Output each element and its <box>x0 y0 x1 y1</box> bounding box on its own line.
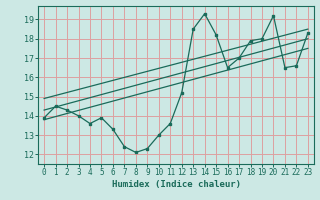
X-axis label: Humidex (Indice chaleur): Humidex (Indice chaleur) <box>111 180 241 189</box>
